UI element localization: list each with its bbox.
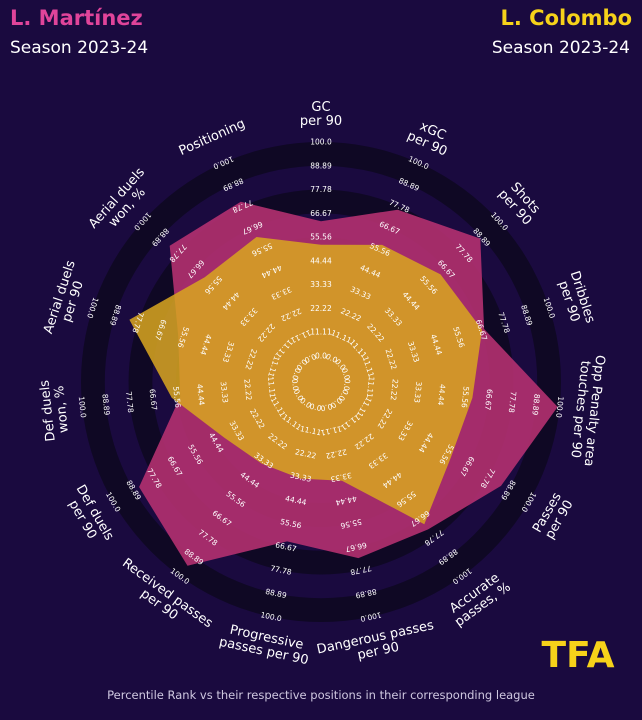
- scale-label: 22.22: [242, 379, 253, 402]
- scale-label: 77.78: [349, 564, 372, 577]
- scale-label: 0.0: [319, 402, 333, 413]
- scale-label: 22.22: [310, 304, 332, 313]
- scale-label: 77.78: [270, 564, 293, 577]
- scale-label: 55.56: [459, 386, 470, 409]
- scale-label: 55.56: [310, 233, 332, 242]
- scale-label: 11.11: [299, 424, 322, 437]
- scale-label: 100.0: [260, 610, 283, 623]
- player1-season: Season 2023-24: [10, 38, 149, 58]
- scale-label: 0.0: [309, 402, 323, 413]
- scale-label: 100.0: [359, 610, 382, 623]
- scale-label: 33.33: [310, 280, 332, 289]
- metric-label: Progressivepasses per 90: [218, 621, 313, 668]
- scale-label: 22.22: [294, 447, 317, 460]
- scale-label: 0.0: [290, 367, 302, 381]
- scale-label: 88.89: [354, 587, 377, 600]
- scale-label: 0.0: [340, 367, 352, 381]
- footnote: Percentile Rank vs their respective posi…: [107, 688, 535, 702]
- series-2-polygon: [129, 237, 483, 525]
- scale-label: 88.89: [530, 393, 541, 416]
- scale-label: 11.11: [310, 328, 332, 337]
- scale-label: 55.56: [339, 517, 362, 530]
- scale-label: 33.33: [412, 381, 423, 404]
- logo-text: TFA: [542, 636, 615, 672]
- scale-label: 44.44: [310, 256, 332, 265]
- scale-label: 88.89: [310, 161, 332, 170]
- scale-label: 0.0: [342, 378, 352, 391]
- scale-label: 0.0: [290, 378, 300, 391]
- player2-name: L. Colombo: [500, 6, 632, 30]
- scale-label: 77.78: [310, 185, 332, 194]
- metric-label: xGCper 90: [405, 116, 455, 160]
- player1-name: L. Martínez: [10, 6, 143, 30]
- scale-label: 33.33: [330, 471, 353, 484]
- scale-label: 11.11: [365, 376, 376, 399]
- tfa-logo: TFA: [542, 636, 615, 672]
- scale-label: 44.44: [436, 384, 447, 407]
- scale-label: 0.0: [315, 352, 327, 361]
- scale-label: 66.67: [274, 540, 297, 553]
- metric-label: Positioning: [177, 116, 248, 158]
- scale-label: 88.89: [265, 587, 288, 600]
- scale-label: 100.0: [554, 396, 565, 419]
- player2-season: Season 2023-24: [491, 38, 630, 58]
- metric-label: Dangerous passesper 90: [316, 618, 439, 671]
- scale-label: 33.33: [289, 471, 312, 484]
- scale-label: 100.0: [310, 138, 332, 147]
- scale-label: 33.33: [219, 381, 230, 404]
- metric-label: Def duelswon, %: [37, 378, 72, 443]
- scale-label: 55.56: [279, 517, 302, 530]
- scale-label: 44.44: [335, 494, 358, 507]
- metric-label: Dribblesper 90: [553, 269, 597, 329]
- scale-label: 22.22: [325, 447, 348, 460]
- metric-label: GC per 90: [300, 100, 342, 129]
- metric-label: Aerial duelsper 90: [41, 258, 92, 340]
- scale-label: 77.78: [507, 391, 518, 414]
- scale-label: 11.11: [266, 376, 277, 399]
- scale-label: 66.67: [483, 388, 494, 411]
- scale-label: 66.67: [344, 540, 367, 553]
- metric-label: Opp Penalty areatouches per 90: [567, 353, 608, 467]
- scale-label: 44.44: [284, 494, 307, 507]
- scale-label: 11.11: [320, 424, 343, 437]
- scale-label: 100.0: [77, 396, 88, 419]
- scale-label: 44.44: [195, 383, 206, 406]
- scale-label: 66.67: [310, 209, 332, 218]
- radar-series: [129, 201, 558, 566]
- scale-label: 77.78: [124, 391, 135, 414]
- scale-label: 88.89: [100, 393, 111, 416]
- scale-label: 66.67: [148, 388, 159, 411]
- scale-label: 22.22: [389, 379, 400, 402]
- scale-label: 55.56: [171, 386, 182, 409]
